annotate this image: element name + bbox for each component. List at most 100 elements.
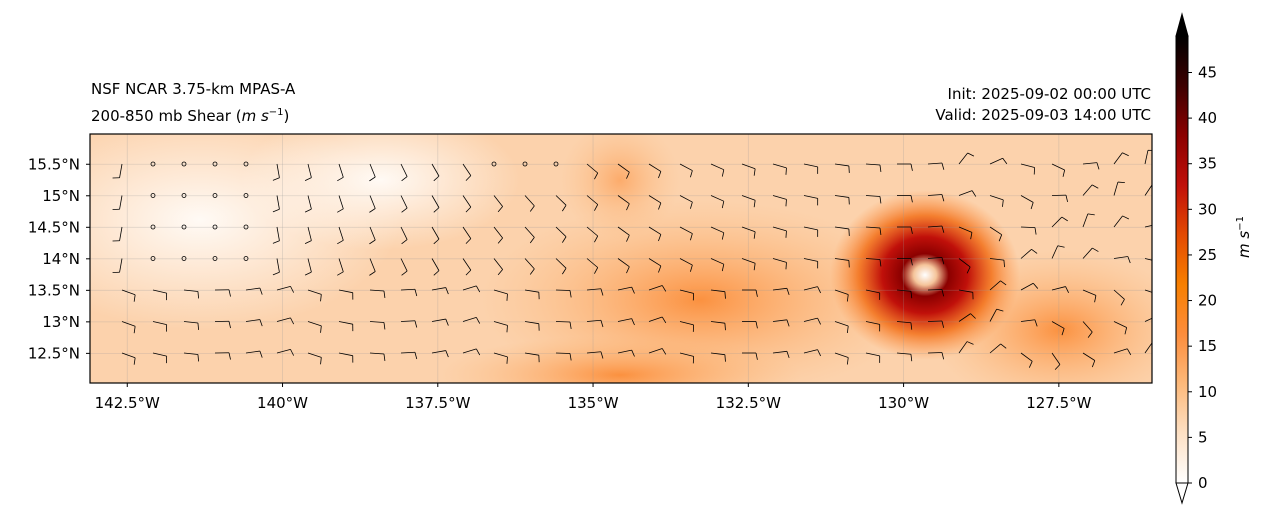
colorbar-extend-max xyxy=(1175,12,1189,37)
wind-barb-flag xyxy=(755,289,758,297)
wind-barb-flag xyxy=(755,321,758,329)
wind-barb-flag xyxy=(1117,181,1125,183)
wind-barb xyxy=(1144,150,1149,165)
wind-barb xyxy=(617,258,630,268)
wind-barb-flag xyxy=(846,326,849,334)
colorbar-tick-label: 0 xyxy=(1198,474,1208,492)
wind-barb-flag xyxy=(445,350,449,358)
wind-barb-flag xyxy=(941,225,945,233)
wind-barb xyxy=(245,319,260,322)
colorbar-tick-label: 45 xyxy=(1198,63,1217,81)
wind-barb xyxy=(896,352,911,355)
lat-tick-label: 15°N xyxy=(42,187,80,205)
calm-circle xyxy=(181,224,187,230)
wind-barb xyxy=(369,289,384,292)
wind-barb xyxy=(958,190,973,196)
wind-barb xyxy=(183,289,198,292)
wind-barb xyxy=(276,226,280,241)
wind-barb xyxy=(834,289,849,295)
wind-barb xyxy=(803,195,818,199)
wind-barb-flag xyxy=(320,325,322,333)
wind-barb xyxy=(338,289,353,294)
wind-barb xyxy=(648,348,663,354)
title-model: NSF NCAR 3.75-km MPAS-A xyxy=(91,80,296,98)
wind-barb xyxy=(803,317,818,322)
wind-barb xyxy=(369,226,376,241)
wind-barb xyxy=(462,226,472,239)
wind-barb-flag xyxy=(497,237,503,244)
wind-barb-flag xyxy=(631,286,635,294)
wind-barb xyxy=(586,226,598,237)
wind-barb-flag xyxy=(414,289,418,297)
wind-barb-flag xyxy=(272,271,280,276)
wind-barb xyxy=(1020,282,1034,291)
wind-barb-flag xyxy=(966,341,974,345)
wind-barb xyxy=(555,258,567,269)
wind-barb-flag xyxy=(785,230,787,238)
wind-barb xyxy=(524,195,535,207)
wind-barb-flag xyxy=(998,234,1003,242)
wind-barb xyxy=(958,258,971,268)
wind-barb xyxy=(958,313,971,322)
wind-barb-flag xyxy=(465,269,472,276)
wind-barb-flag xyxy=(320,357,322,365)
wind-barb xyxy=(1051,286,1066,291)
wind-barb-flag xyxy=(1157,294,1158,301)
wind-barb xyxy=(989,157,1003,165)
shear-field xyxy=(90,134,1159,383)
wind-barb xyxy=(803,258,818,262)
wind-barb xyxy=(555,226,567,238)
wind-barb-flag xyxy=(1127,256,1131,264)
wind-barb-flag xyxy=(401,207,408,213)
wind-barb xyxy=(338,163,344,178)
wind-barb-flag xyxy=(600,351,604,359)
wind-barb-flag xyxy=(304,240,312,244)
wind-barb xyxy=(772,350,787,354)
storm-core xyxy=(830,190,1020,360)
wind-barb xyxy=(803,226,818,231)
wind-barb-flag xyxy=(721,264,725,272)
wind-barb-flag xyxy=(290,349,295,356)
wind-barb-flag xyxy=(197,322,200,330)
wind-barb xyxy=(493,321,508,326)
wind-barb xyxy=(958,289,973,293)
wind-barb-flag xyxy=(304,208,312,213)
wind-barb-flag xyxy=(1061,216,1068,222)
wind-barb xyxy=(338,352,353,357)
wind-barb-flag xyxy=(569,321,572,329)
wind-barb xyxy=(772,195,787,200)
wind-barb xyxy=(400,226,408,240)
wind-barb xyxy=(493,258,503,270)
wind-barb-flag xyxy=(661,285,667,292)
wind-barb xyxy=(1051,321,1065,329)
wind-barb-flag xyxy=(1153,184,1159,187)
wind-barb xyxy=(400,320,416,322)
wind-barb xyxy=(648,285,663,291)
calm-circle xyxy=(212,256,218,261)
wind-barb-flag xyxy=(879,164,882,172)
wind-barb-flag xyxy=(786,288,790,296)
wind-barb xyxy=(648,258,662,267)
wind-barb-flag xyxy=(1000,280,1007,286)
wind-barb-flag xyxy=(626,266,630,274)
wind-barb-flag xyxy=(337,271,344,276)
calm-circle xyxy=(212,224,218,230)
wind-barb-flag xyxy=(910,195,913,203)
wind-barb xyxy=(493,226,503,239)
wind-barb xyxy=(958,226,973,233)
wind-barb-flag xyxy=(445,287,449,295)
lat-ticks: 15.5°N 15°N 14.5°N 14°N 13.5°N 13°N 12.5°N xyxy=(28,155,90,362)
wind-barb-flag xyxy=(594,267,599,274)
wind-barb-flag xyxy=(445,318,449,326)
wind-barb xyxy=(276,163,280,178)
wind-barb xyxy=(555,195,567,206)
wind-barb xyxy=(958,341,968,354)
wind-barb xyxy=(617,349,632,354)
wind-barb xyxy=(679,258,693,266)
wind-barb xyxy=(710,289,725,293)
wind-barb-flag xyxy=(476,285,481,293)
lat-tick-label: 13.5°N xyxy=(28,281,80,299)
wind-barb xyxy=(183,321,198,324)
wind-barb-flag xyxy=(320,294,322,302)
